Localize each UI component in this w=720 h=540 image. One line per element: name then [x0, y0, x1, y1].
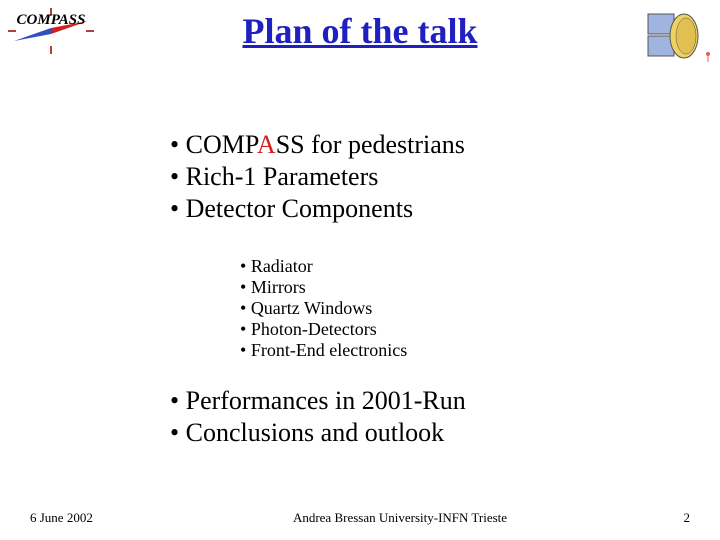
- bullet-text: Conclusions and outlook: [186, 418, 445, 447]
- bullets-main-1: COMPASS for pedestrians Rich-1 Parameter…: [170, 130, 465, 226]
- bullet-text: Mirrors: [251, 277, 306, 297]
- bullet-sub-item: Mirrors: [240, 277, 407, 298]
- bullet-text: Radiator: [251, 256, 313, 276]
- bullet-text-post: SS for pedestrians: [276, 130, 465, 159]
- bullet-sub-item: Front-End electronics: [240, 340, 407, 361]
- bullet-text: Rich-1 Parameters: [186, 162, 379, 191]
- bullet-sub-item: Quartz Windows: [240, 298, 407, 319]
- bullet-main-item: Detector Components: [170, 194, 465, 224]
- bullet-text: Quartz Windows: [251, 298, 372, 318]
- bullet-main-item: COMPASS for pedestrians: [170, 130, 465, 160]
- footer-page-number: 2: [650, 510, 690, 526]
- slide-title: Plan of the talk: [0, 10, 720, 52]
- bullet-main-item: Rich-1 Parameters: [170, 162, 465, 192]
- bullet-text-pre: COMP: [186, 130, 257, 159]
- bullet-main-item: Performances in 2001-Run: [170, 386, 466, 416]
- bullet-text: Performances in 2001-Run: [186, 386, 466, 415]
- bullet-text: Photon-Detectors: [251, 319, 377, 339]
- footer-date: 6 June 2002: [30, 510, 150, 526]
- bullets-sub: Radiator Mirrors Quartz Windows Photon-D…: [240, 256, 407, 361]
- bullet-text: Detector Components: [186, 194, 413, 223]
- bullets-main-2: Performances in 2001-Run Conclusions and…: [170, 386, 466, 450]
- footer-author: Andrea Bressan University-INFN Trieste: [150, 510, 650, 526]
- bullet-sub-item: Radiator: [240, 256, 407, 277]
- bullet-text: Front-End electronics: [251, 340, 407, 360]
- bullet-sub-item: Photon-Detectors: [240, 319, 407, 340]
- bullet-main-item: Conclusions and outlook: [170, 418, 466, 448]
- bullet-text-accent: A: [257, 130, 276, 159]
- slide-footer: 6 June 2002 Andrea Bressan University-IN…: [0, 510, 720, 526]
